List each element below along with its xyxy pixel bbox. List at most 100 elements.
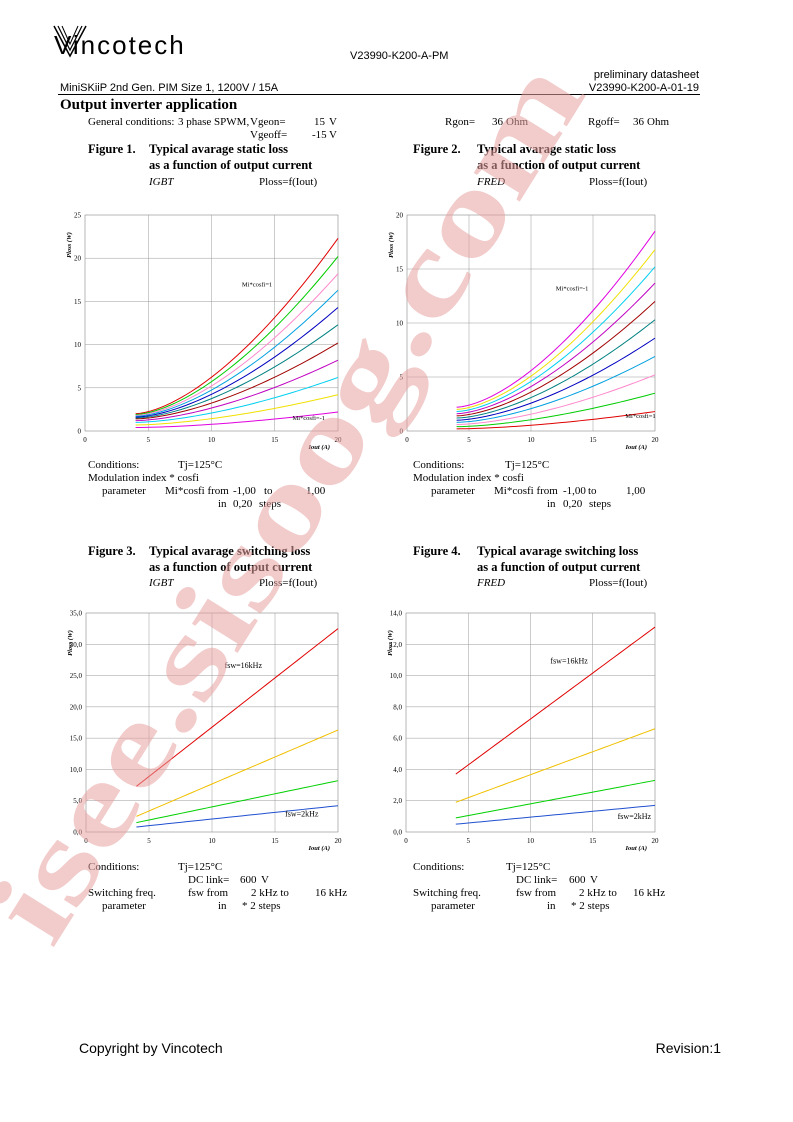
figure-2-device: FRED	[477, 176, 506, 188]
vgeoff-value: -15	[312, 129, 327, 141]
cond4-fsw-from: 2 kHz to	[579, 887, 617, 899]
vgeon-label: Vgeon=	[250, 116, 286, 128]
y-tick-label: 10	[74, 341, 82, 349]
cond1-label: Conditions:	[88, 459, 140, 471]
series-line-9	[135, 394, 339, 426]
cond3-in: in	[218, 900, 227, 912]
figure-1-title: Typical avarage static loss	[149, 142, 288, 156]
y-tick-label: 5	[400, 374, 404, 382]
rgon-unit: Ohm	[506, 116, 528, 128]
figure-4-number: Figure 4.	[413, 544, 461, 558]
y-tick-label: 0,0	[393, 829, 402, 837]
cond2-tj: Tj=125°C	[505, 459, 550, 471]
doc-status: preliminary datasheet	[593, 69, 699, 81]
general-label: General conditions:	[88, 116, 175, 128]
cond2-steps-label: steps	[589, 498, 611, 510]
y-axis-label: Ploss (W)	[67, 630, 74, 656]
x-tick-label: 10	[528, 436, 536, 444]
series-line-2	[455, 779, 656, 819]
y-tick-label: 25	[74, 212, 82, 220]
series-line-4	[135, 307, 339, 418]
cond1-param: parameter	[102, 485, 146, 497]
cond3-dc-value: 600	[240, 874, 257, 886]
chart-annotation: Mi*cosfi=1	[625, 413, 655, 420]
figure-4-device: FRED	[477, 577, 506, 589]
vgeon-unit: V	[329, 116, 337, 128]
chart-igbt-static: 0 5 10 15 20 0 5 10 15 20 25 Ploss (W) Iout (A) Mi*co…	[66, 212, 342, 452]
series-line-10	[135, 411, 339, 429]
cond4-label: Conditions:	[413, 861, 465, 873]
series-line-1	[455, 728, 656, 803]
x-axis-label: Iout (A)	[625, 845, 648, 852]
y-tick-label: 10,0	[390, 672, 403, 680]
y-axis-label: Ploss (W)	[66, 232, 73, 258]
cond4-param: parameter	[431, 900, 475, 912]
cond3-dc-unit: V	[261, 874, 269, 886]
y-tick-label: 20	[396, 212, 404, 220]
doc-number: V23990-K200-A-01-19	[588, 82, 699, 94]
cond4-dc-label: DC link=	[516, 874, 558, 886]
x-tick-label: 10	[209, 837, 217, 845]
cond2-mod: Modulation index * cosfi	[413, 472, 524, 484]
x-tick-label: 5	[467, 436, 471, 444]
cond2-param: parameter	[431, 485, 475, 497]
figure-3-number: Figure 3.	[88, 544, 136, 558]
y-tick-label: 4,0	[393, 766, 402, 774]
cond4-fsw-from-label: fsw from	[516, 887, 557, 899]
series-line-5	[135, 324, 339, 419]
chart-annotation: fsw=16kHz	[550, 656, 588, 665]
series-line-6	[135, 342, 339, 420]
rgoff-unit: Ohm	[647, 116, 669, 128]
series-line-0	[456, 230, 656, 408]
chart-annotation: fsw=16kHz	[225, 661, 263, 670]
y-tick-label: 25,0	[70, 672, 83, 680]
figure-1-number: Figure 1.	[88, 142, 136, 156]
figure-3-subtitle: as a function of output current	[149, 560, 313, 574]
figure-4-subtitle: as a function of output current	[477, 560, 641, 574]
cond1-steps-label: steps	[259, 498, 281, 510]
series-line-3	[456, 282, 656, 415]
series-line-3	[455, 804, 656, 825]
y-tick-label: 20,0	[70, 703, 83, 711]
figure-1-func: Ploss=f(Iout)	[259, 176, 318, 188]
y-tick-label: 5	[78, 384, 82, 392]
chart-annotation: Mi*cosfi=-1	[556, 286, 589, 293]
x-tick-label: 5	[467, 837, 471, 845]
cond3-tj: Tj=125°C	[178, 861, 223, 873]
cond4-fsw-to: 16 kHz	[633, 887, 666, 899]
x-tick-label: 20	[652, 436, 660, 444]
figure-3-title: Typical avarage switching loss	[149, 544, 311, 558]
series-line-2	[136, 780, 339, 824]
cond1-to: 1,00	[306, 485, 326, 497]
series-line-2	[135, 273, 339, 416]
x-axis-label: Iout (A)	[308, 845, 331, 852]
brand-logo: Vincotech	[52, 25, 186, 61]
series-line-5	[456, 319, 656, 419]
product-name: MiniSKiiP 2nd Gen. PIM Size 1, 1200V / 1…	[60, 82, 279, 94]
x-tick-label: 10	[527, 837, 535, 845]
cond1-steps: 0,20	[233, 498, 253, 510]
vgeoff-unit: V	[329, 129, 337, 141]
y-tick-label: 15	[396, 266, 404, 274]
x-tick-label: 5	[147, 436, 151, 444]
series-line-0	[136, 628, 339, 787]
series-line-8	[135, 376, 339, 423]
doc-id: V23990-K200-A-PM	[350, 50, 449, 62]
figure-1-device: IGBT	[149, 176, 174, 188]
series-line-10	[456, 411, 656, 430]
footer-copyright: Copyright by Vincotech	[79, 1040, 223, 1056]
rgon-label: Rgon=	[445, 116, 476, 128]
cond1-from: -1,00	[233, 485, 256, 497]
cond2-from: -1,00	[563, 485, 586, 497]
cond2-mi: Mi*cosfi from	[494, 485, 558, 497]
x-tick-label: 20	[335, 837, 343, 845]
figure-3-func: Ploss=f(Iout)	[259, 577, 318, 589]
series-line-7	[135, 359, 339, 422]
cond2-to-label: to	[588, 485, 597, 497]
x-tick-label: 15	[589, 837, 597, 845]
cond1-to-label: to	[264, 485, 273, 497]
chart-annotation: fsw=2kHz	[618, 812, 652, 821]
vgeon-value: 15	[314, 116, 325, 128]
cond2-in: in	[547, 498, 556, 510]
